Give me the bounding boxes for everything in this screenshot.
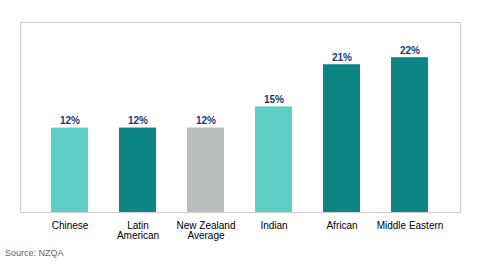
svg-text:12%: 12% [60, 115, 80, 126]
html-text:Source: NZQA: Source: NZQA [5, 248, 64, 258]
svg-text:21%: 21% [332, 52, 352, 63]
svg-text:LatinAmerican: LatinAmerican [117, 220, 159, 241]
svg-text:African: African [326, 220, 357, 231]
svg-text:Indian: Indian [260, 220, 287, 231]
svg-text:15%: 15% [264, 94, 284, 105]
svg-text:22%: 22% [400, 45, 420, 56]
svg-text:Chinese: Chinese [52, 220, 89, 231]
svg-text:Middle Eastern: Middle Eastern [377, 220, 444, 231]
svg-text:12%: 12% [196, 115, 216, 126]
svg-text:New ZealandAverage: New ZealandAverage [177, 220, 236, 241]
svg-text:12%: 12% [128, 115, 148, 126]
